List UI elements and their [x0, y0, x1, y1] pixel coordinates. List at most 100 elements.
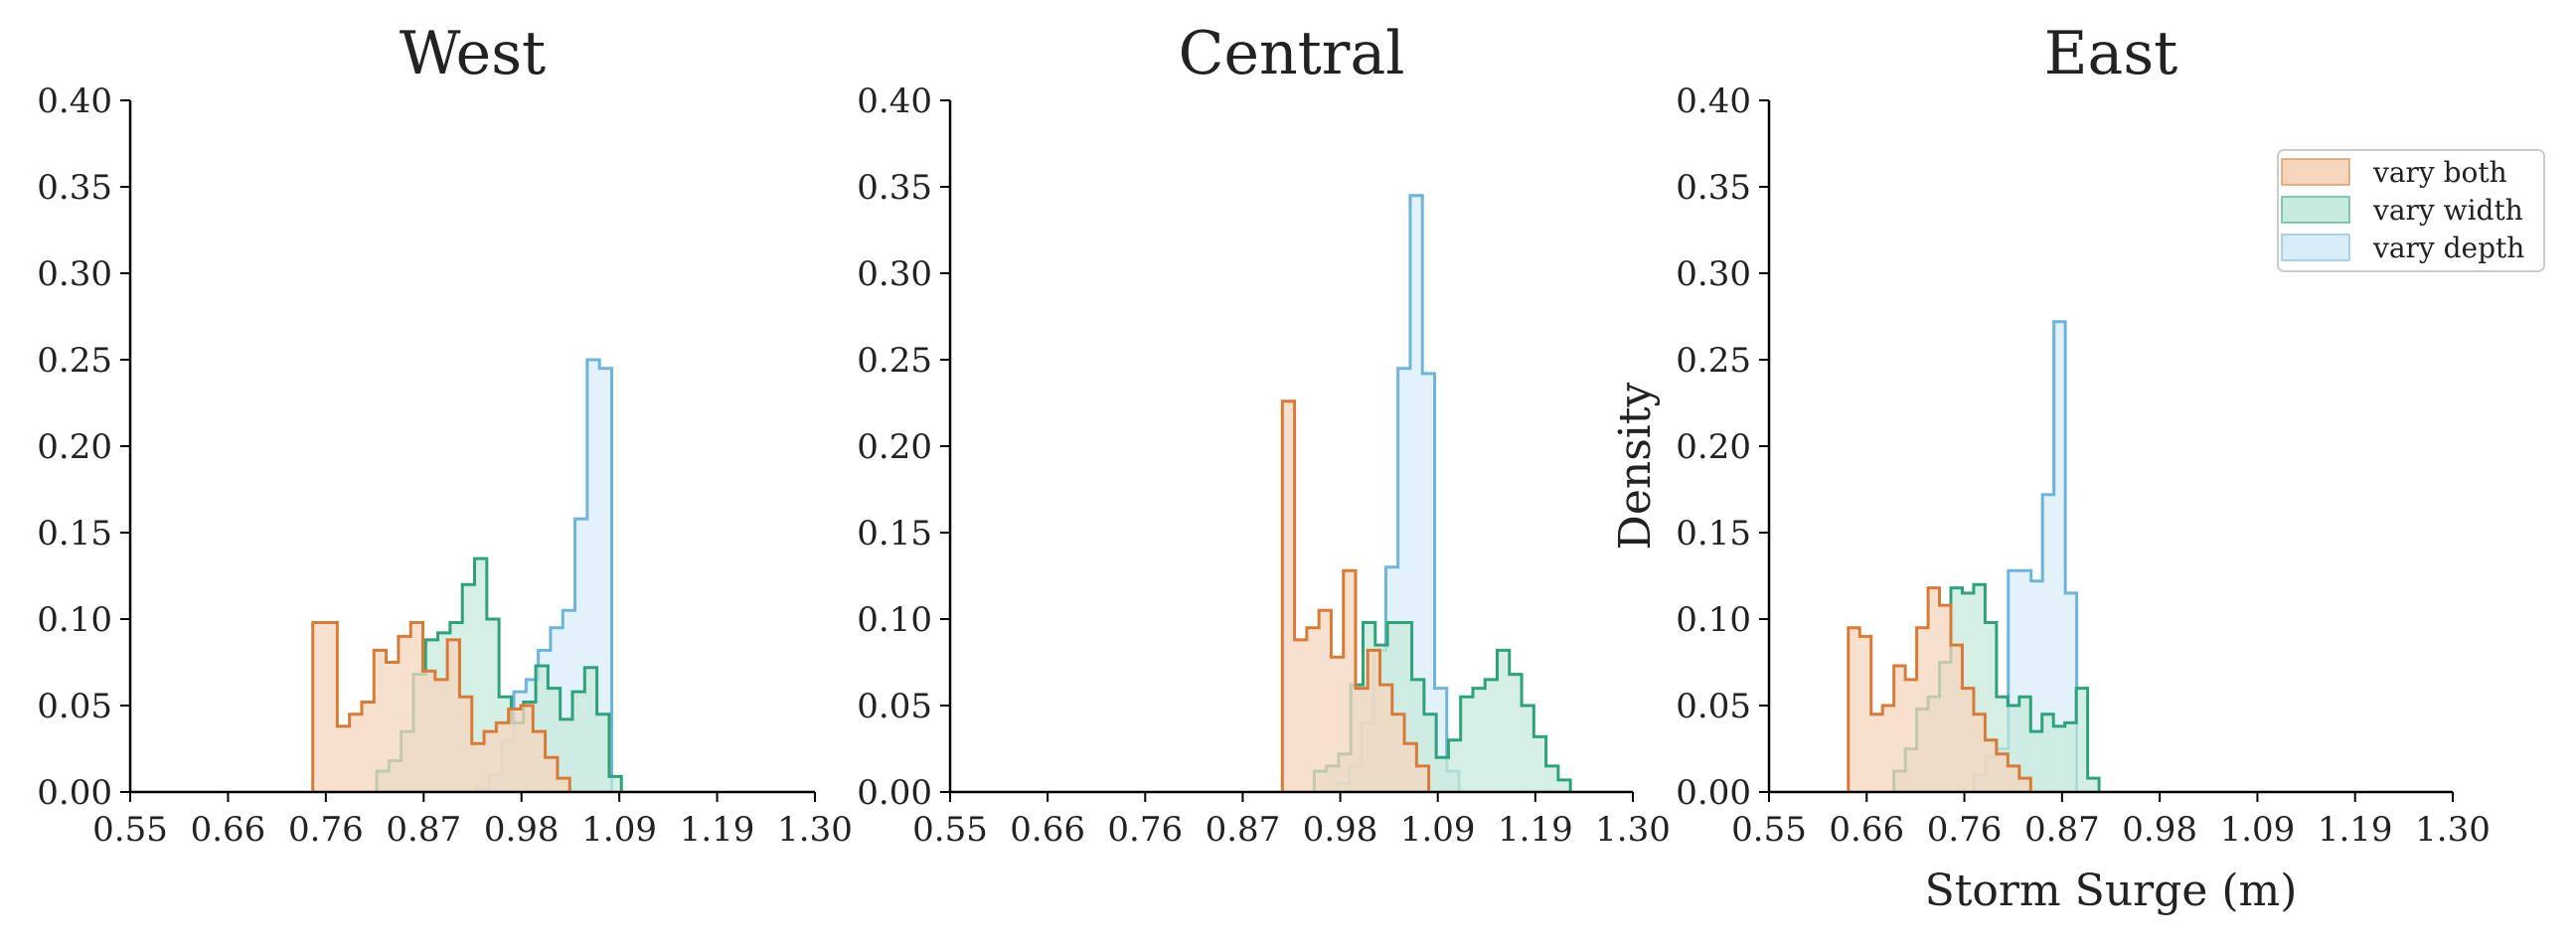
panel-title: Central	[1179, 19, 1405, 88]
histogram-bar	[2030, 580, 2043, 792]
histogram-bar	[337, 725, 350, 792]
x-axis-label: Storm Surge (m)	[1925, 866, 2298, 916]
histogram-bar	[572, 692, 585, 792]
histogram-bar	[471, 743, 485, 792]
x-tick-label: 1.09	[1400, 810, 1476, 850]
histogram-bar	[2053, 321, 2066, 792]
histogram-bar	[508, 709, 522, 792]
histogram-bar	[1996, 697, 2009, 792]
histogram-bar	[1859, 636, 1871, 792]
histogram-bar	[484, 731, 497, 792]
histogram-bar	[1996, 753, 2009, 792]
histogram-bar	[596, 713, 609, 792]
histogram-bar	[1306, 627, 1320, 792]
histogram-bar	[1985, 622, 1997, 792]
histogram-bar	[422, 671, 435, 792]
histogram-bar	[1893, 665, 1906, 792]
histogram-bar	[2053, 725, 2065, 792]
y-tick-label: 0.15	[37, 514, 112, 553]
legend-label: vary both	[2372, 156, 2507, 189]
histogram-bar	[1416, 765, 1429, 792]
histogram-bar	[584, 667, 597, 792]
histogram-bar	[1557, 779, 1571, 792]
histogram-bar	[374, 650, 387, 792]
y-tick-label: 0.00	[1676, 773, 1751, 813]
x-tick-label: 1.19	[2318, 810, 2393, 850]
y-tick-label: 0.15	[1676, 514, 1751, 553]
x-tick-label: 1.30	[2415, 810, 2491, 850]
histogram-bar	[325, 622, 338, 792]
histogram-bar	[2076, 688, 2088, 792]
histogram-bar	[521, 706, 534, 792]
y-tick-label: 0.05	[857, 687, 932, 726]
x-tick-label: 0.87	[1206, 810, 1281, 850]
histogram-step-outline	[1280, 399, 1431, 792]
legend-swatch	[2281, 158, 2350, 186]
histogram-bar	[1448, 739, 1461, 792]
x-tick-label: 1.19	[1498, 810, 1573, 850]
histogram-bar	[1928, 587, 1940, 792]
histogram-bar	[398, 636, 411, 792]
histogram-bar	[1343, 570, 1356, 792]
histogram-bar	[1294, 639, 1307, 792]
y-tick-label: 0.35	[37, 168, 112, 208]
histogram-bar	[2087, 778, 2100, 792]
y-tick-label: 0.25	[1676, 341, 1751, 381]
histogram-bar	[1282, 400, 1295, 792]
histogram-bar	[410, 622, 423, 792]
histogram-bar	[1545, 765, 1558, 792]
x-tick-label: 0.76	[1107, 810, 1183, 850]
y-tick-label: 0.35	[1676, 168, 1751, 208]
x-tick-label: 0.55	[92, 810, 168, 850]
y-tick-label: 0.35	[857, 168, 932, 208]
panel-title: East	[2044, 19, 2177, 88]
histogram-bar	[1472, 688, 1486, 792]
histogram-bar	[1533, 736, 1546, 792]
series-vary-both	[1280, 399, 1431, 792]
histogram-bar	[2008, 570, 2020, 792]
y-tick-label: 0.00	[37, 773, 112, 813]
series-vary-both	[311, 620, 571, 792]
histogram-bar	[2008, 765, 2019, 792]
legend: vary both vary width vary depth	[2277, 149, 2545, 272]
y-tick-label: 0.30	[857, 254, 932, 294]
x-tick-label: 0.76	[1927, 810, 2003, 850]
y-tick-label: 0.25	[857, 341, 932, 381]
x-tick-label: 0.66	[191, 810, 266, 850]
x-tick-label: 1.30	[777, 810, 853, 850]
x-tick-label: 1.09	[581, 810, 657, 850]
histogram-bar	[1379, 685, 1392, 792]
y-tick-label: 0.40	[857, 81, 932, 121]
panel-west: West 0.00 0.05 0.10 0.15 0.20 0.25 0.30 0.35 0.40…	[37, 19, 853, 850]
histogram-bar	[1985, 739, 1997, 792]
histogram-bar	[1404, 743, 1417, 792]
histogram-bar	[1882, 706, 1894, 792]
histogram-bar	[496, 722, 509, 792]
x-tick-label: 0.98	[2122, 810, 2197, 850]
histogram-bar	[1460, 697, 1473, 792]
histogram-bar	[1848, 627, 1860, 792]
legend-label: vary depth	[2372, 232, 2524, 264]
y-tick-label: 0.10	[1676, 600, 1751, 640]
y-axis-label: Density	[1610, 382, 1661, 550]
y-tick-label: 0.20	[857, 427, 932, 467]
histogram-bar	[349, 713, 362, 792]
legend-swatch	[2281, 196, 2350, 224]
histogram-bar	[1973, 713, 1986, 792]
y-tick-label: 0.30	[1676, 254, 1751, 294]
histogram-bar	[386, 662, 399, 792]
histogram-bar	[1509, 674, 1523, 792]
histogram-bar	[1368, 650, 1380, 792]
histogram-bar	[2064, 722, 2077, 792]
histogram-bar	[1319, 610, 1332, 792]
histogram-bar	[608, 776, 622, 792]
histogram-bar	[557, 778, 570, 792]
histogram-bar	[1436, 757, 1449, 792]
histogram-bar	[2018, 697, 2031, 792]
histogram-bar	[1497, 650, 1510, 792]
y-tick-label: 0.05	[37, 687, 112, 726]
histogram-bar	[560, 718, 573, 792]
histogram-bar	[2030, 731, 2042, 792]
y-tick-label: 0.05	[1676, 687, 1751, 726]
